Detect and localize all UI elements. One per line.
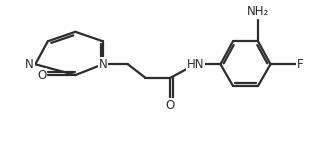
Text: HN: HN [187,58,204,71]
Text: F: F [297,58,304,71]
Text: O: O [37,69,46,82]
Text: N: N [99,58,107,71]
Text: N: N [25,58,34,71]
Text: O: O [166,99,175,112]
Text: NH₂: NH₂ [247,5,269,18]
